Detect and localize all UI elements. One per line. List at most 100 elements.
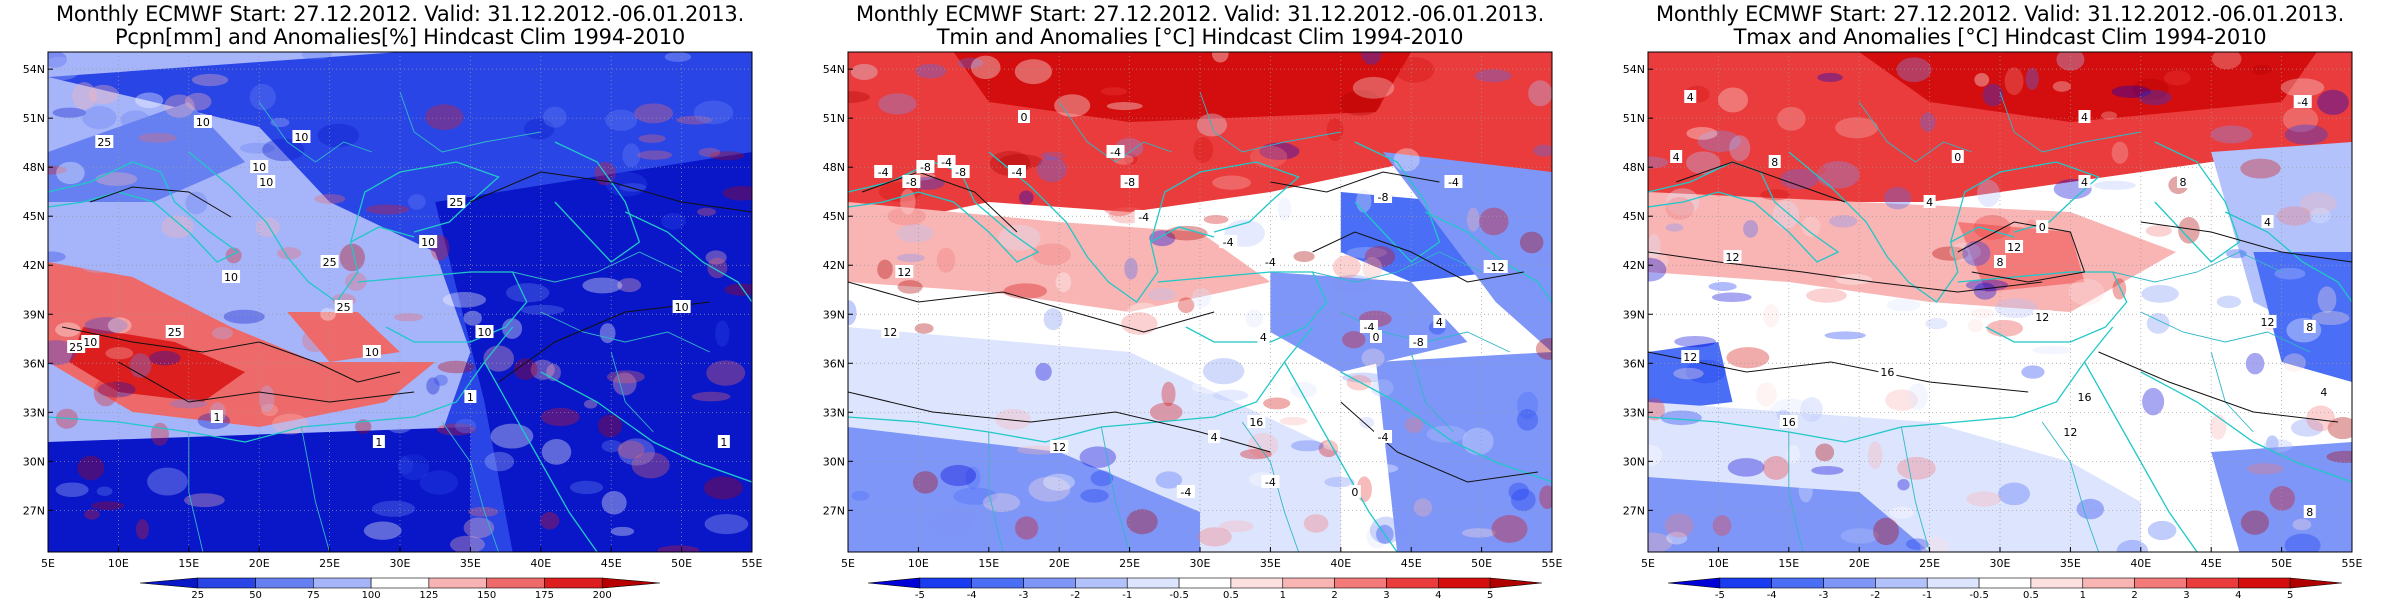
latitude-axis: 54N 51N 48N 45N 42N 39N 36N 33N 30N 27N <box>1623 63 1653 517</box>
longitude-tick-label: 5E <box>1641 557 1655 570</box>
panel-subtitle: Tmax and Anomalies [°C] Hindcast Clim 19… <box>1733 25 2267 49</box>
longitude-tick-label: 30E <box>1190 557 1211 570</box>
grid-lines <box>48 52 752 552</box>
tmin-panel: Monthly ECMWF Start: 27.12.2012. Valid: … <box>800 0 1600 600</box>
colorbar-swatch <box>1667 577 1721 589</box>
longitude-tick-label: 5E <box>841 557 855 570</box>
contour-label: 4 <box>1687 91 1694 104</box>
latitude-tick-label: 33N <box>23 406 45 419</box>
contour-label: 12 <box>883 326 897 339</box>
colorbar-label: 200 <box>593 590 612 600</box>
colorbar-label: -3 <box>1819 590 1829 600</box>
contour-label: 12 <box>2261 316 2275 329</box>
contour-label: 10 <box>294 131 308 144</box>
colorbar-swatch <box>2082 577 2135 589</box>
contour-label: 8 <box>2306 506 2313 519</box>
longitude-axis: 5E 10E 15E 20E 25E 30E 35E 40E 45E 50E 55E <box>841 547 1563 570</box>
latitude-tick-label: 45N <box>23 210 45 223</box>
longitude-tick-label: 10E <box>1708 557 1729 570</box>
colorbar-label: 25 <box>191 590 204 600</box>
latitude-tick-label: 54N <box>1623 63 1645 76</box>
latitude-tick-label: 48N <box>23 161 45 174</box>
colorbar-swatch <box>2289 577 2343 589</box>
contour-label: -8 <box>955 166 966 179</box>
colorbar-swatch <box>370 577 430 589</box>
contour-label: 1 <box>467 391 474 404</box>
contour-label: 0 <box>1351 486 1358 499</box>
latitude-tick-label: 39N <box>823 308 845 321</box>
longitude-tick-label: 35E <box>1260 557 1281 570</box>
colorbar-label: 175 <box>535 590 554 600</box>
contour-label: 4 <box>1673 151 1680 164</box>
longitude-tick-label: 30E <box>390 557 411 570</box>
colorbar-label: 1 <box>2080 590 2086 600</box>
colorbar-swatch <box>1823 577 1876 589</box>
latitude-tick-label: 30N <box>23 455 45 468</box>
colorbar-label: 3 <box>1383 590 1389 600</box>
contour-label: 1 <box>720 436 727 449</box>
colorbar-label: -1 <box>1922 590 1932 600</box>
longitude-tick-label: 15E <box>1778 557 1799 570</box>
colorbar-label: 75 <box>307 590 320 600</box>
colorbar-swatch <box>1978 577 2032 589</box>
longitude-tick-label: 10E <box>108 557 129 570</box>
colorbar: -5 -4 -3 -2 -1 -0.5 0.5 1 2 3 4 5 <box>1667 577 2343 600</box>
panel-subtitle: Pcpn[mm] and Anomalies[%] Hindcast Clim … <box>114 25 686 49</box>
latitude-tick-label: 51N <box>823 112 845 125</box>
contour-label: 8 <box>2180 176 2187 189</box>
colorbar-swatch <box>971 577 1024 589</box>
longitude-tick-label: 40E <box>1330 557 1351 570</box>
contour-label: 12 <box>2007 241 2021 254</box>
latitude-tick-label: 27N <box>23 504 45 517</box>
latitude-axis: 54N 51N 48N 45N 42N 39N 36N 33N 30N 27N <box>823 63 853 517</box>
colorbar-swatch <box>1489 577 1543 589</box>
contour-label: 1 <box>213 411 220 424</box>
longitude-tick-label: 45E <box>601 557 622 570</box>
longitude-tick-label: 35E <box>460 557 481 570</box>
colorbar-label: 5 <box>2287 590 2293 600</box>
colorbar-label: -0.5 <box>1169 590 1189 600</box>
contour-label: 25 <box>69 341 83 354</box>
contour-label: 4 <box>2081 176 2088 189</box>
longitude-tick-label: 45E <box>2201 557 2222 570</box>
colorbar-label: 2 <box>1331 590 1337 600</box>
contour-label: 16 <box>1782 416 1796 429</box>
colorbar-swatch <box>1075 577 1128 589</box>
contour-label: 25 <box>168 326 182 339</box>
latitude-tick-label: 45N <box>1623 210 1645 223</box>
coastlines <box>848 141 1552 552</box>
contour-label: 4 <box>1926 196 1933 209</box>
contour-label: 10 <box>477 326 491 339</box>
colorbar-swatch <box>139 577 199 589</box>
contour-label: -8 <box>1124 176 1135 189</box>
colorbar-label: 125 <box>419 590 438 600</box>
colorbar-label: -3 <box>1019 590 1029 600</box>
colorbar-label: -0.5 <box>1969 590 1989 600</box>
tmax-panel: Monthly ECMWF Start: 27.12.2012. Valid: … <box>1600 0 2400 600</box>
longitude-tick-label: 35E <box>2060 557 2081 570</box>
contour-label: -8 <box>1413 336 1424 349</box>
colorbar-swatch <box>1282 577 1335 589</box>
contour-label: -12 <box>1487 261 1505 274</box>
longitude-tick-label: 40E <box>530 557 551 570</box>
longitude-tick-label: 50E <box>1471 557 1492 570</box>
colorbar-swatch <box>2238 577 2291 589</box>
colorbar-swatch <box>1926 577 1980 589</box>
contour-label: 25 <box>97 136 111 149</box>
colorbar-swatch <box>1230 577 1284 589</box>
contour-label: 0 <box>1373 331 1380 344</box>
contour-label: -8 <box>906 176 917 189</box>
contour-label: 16 <box>2077 391 2091 404</box>
colorbar-label: 2 <box>2131 590 2137 600</box>
colorbar-swatch <box>1875 577 1928 589</box>
latitude-tick-label: 27N <box>823 504 845 517</box>
colorbar-label: 50 <box>249 590 262 600</box>
contour-label: 10 <box>675 301 689 314</box>
longitude-tick-label: 25E <box>319 557 340 570</box>
longitude-tick-label: 20E <box>1049 557 1070 570</box>
